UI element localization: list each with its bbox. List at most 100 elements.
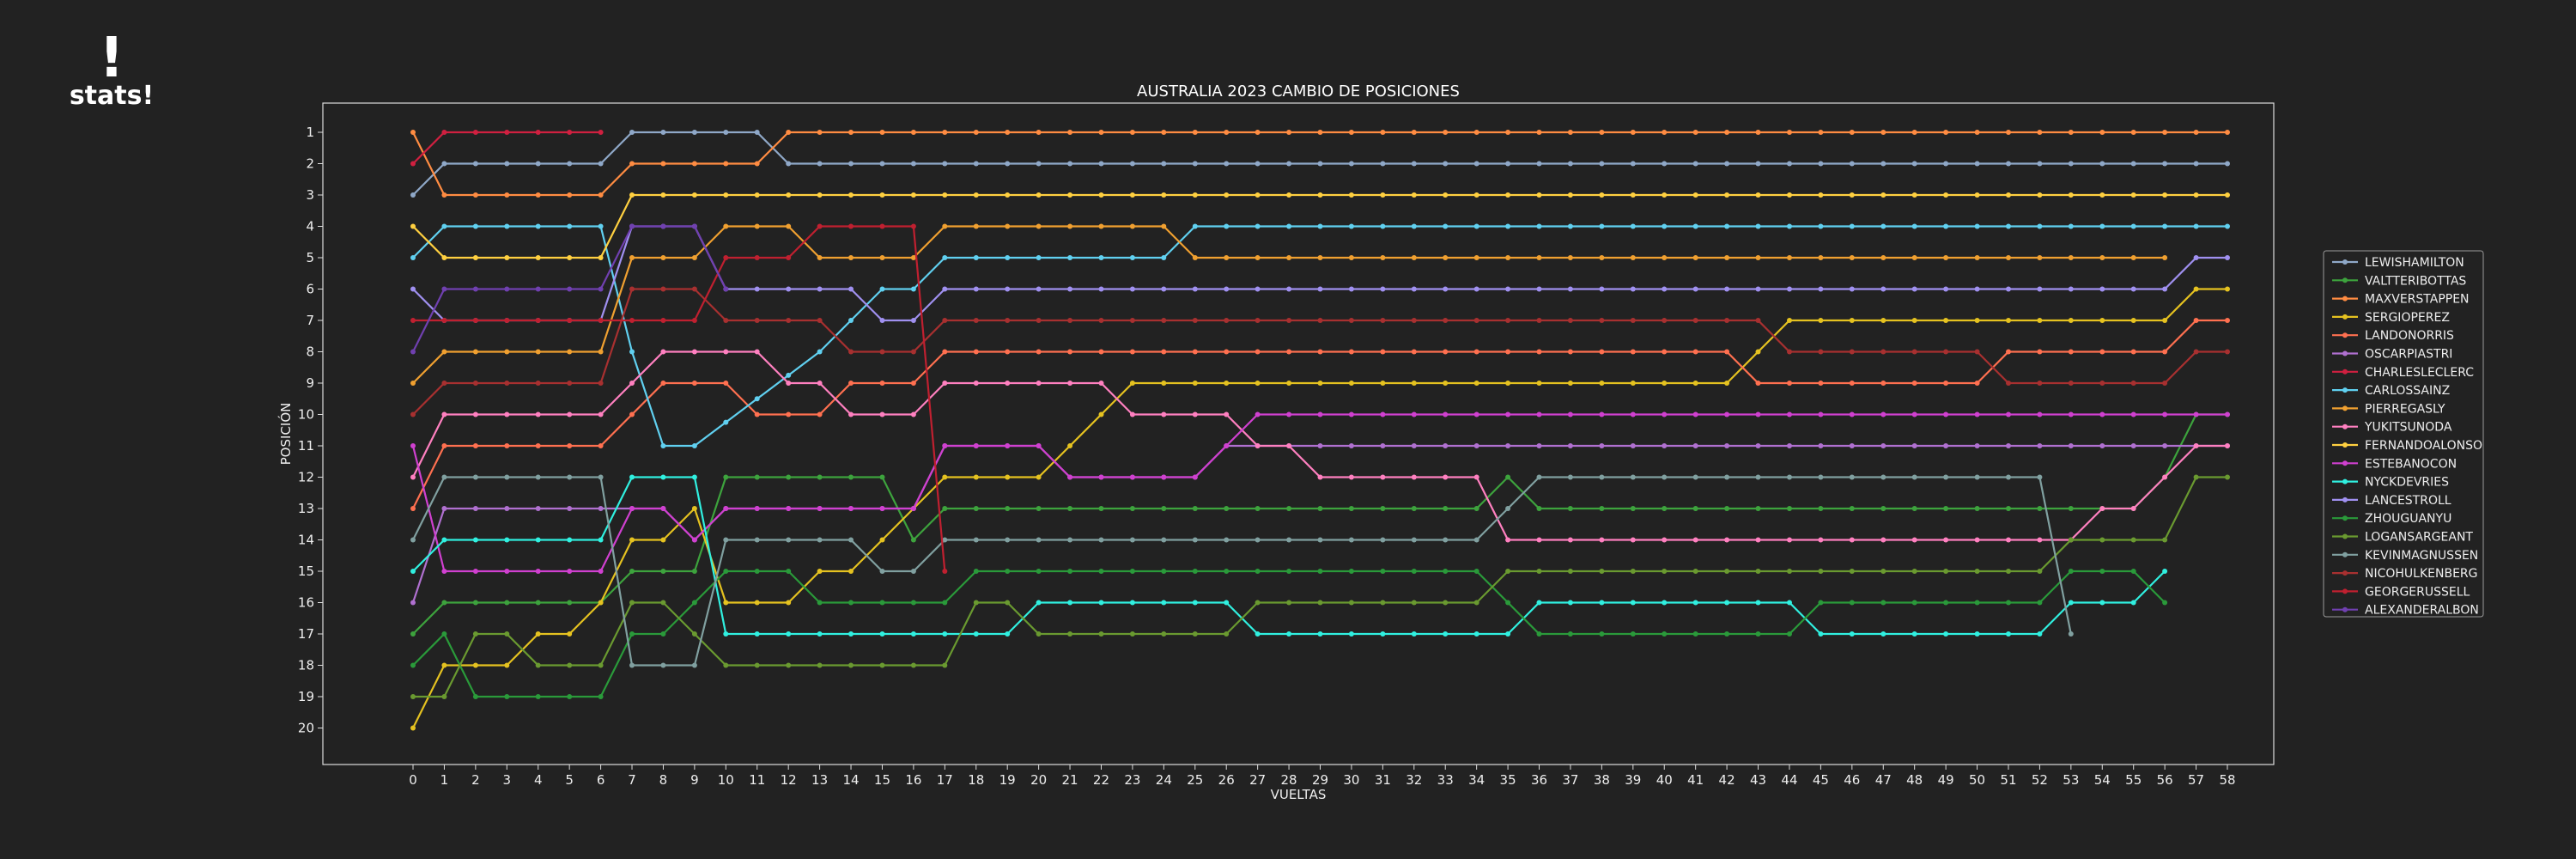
data-point (1818, 130, 1824, 135)
data-point (660, 506, 666, 511)
legend-marker (2342, 497, 2348, 503)
data-point (817, 318, 823, 323)
data-point (504, 474, 510, 480)
data-point (1974, 161, 1980, 167)
data-point (786, 192, 792, 198)
data-point (410, 223, 416, 229)
data-point (817, 161, 823, 167)
data-point (1192, 286, 1198, 292)
data-point (1943, 443, 1949, 448)
legend-marker (2342, 515, 2348, 521)
data-point (1255, 349, 1261, 355)
data-point (786, 372, 792, 378)
data-point (1724, 569, 1730, 574)
legend-marker (2342, 332, 2348, 338)
data-point (472, 411, 478, 417)
data-point (2037, 192, 2043, 198)
data-point (2162, 600, 2168, 606)
data-point (2162, 223, 2168, 229)
data-point (879, 286, 885, 292)
data-point (1161, 255, 1167, 260)
data-point (1630, 411, 1636, 417)
data-point (1129, 130, 1135, 135)
data-point (567, 349, 573, 355)
data-point (942, 631, 948, 637)
data-point (848, 223, 854, 229)
data-point (504, 286, 510, 292)
data-point (786, 255, 792, 260)
y-tick-label: 2 (306, 156, 314, 172)
data-point (410, 130, 416, 135)
data-point (1161, 318, 1167, 323)
data-point (1129, 569, 1135, 574)
data-point (1098, 381, 1104, 386)
data-point (660, 662, 666, 668)
data-point (1411, 349, 1417, 355)
data-point (973, 443, 979, 448)
data-point (754, 474, 760, 480)
brand-logo: ! stats! (60, 31, 163, 110)
data-point (879, 569, 885, 574)
data-point (879, 474, 885, 480)
x-tick-label: 48 (1906, 772, 1923, 788)
data-point (1880, 223, 1886, 229)
data-point (879, 161, 885, 167)
data-point (1473, 223, 1479, 229)
data-point (848, 255, 854, 260)
data-point (723, 130, 729, 135)
data-point (660, 537, 666, 543)
data-point (879, 192, 885, 198)
series-maxverstappen (410, 130, 2230, 198)
data-point (1599, 443, 1605, 448)
data-point (942, 569, 948, 574)
legend-marker (2342, 350, 2348, 356)
data-point (598, 506, 604, 511)
data-point (629, 474, 635, 480)
data-point (1724, 318, 1730, 323)
data-point (1443, 318, 1449, 323)
data-point (754, 192, 760, 198)
data-point (1787, 286, 1792, 292)
data-point (1787, 569, 1792, 574)
data-point (598, 474, 604, 480)
data-point (2068, 569, 2074, 574)
data-point (535, 600, 541, 606)
data-point (629, 537, 635, 543)
data-point (1818, 318, 1824, 323)
x-axis-ticks: 0 1 2 3 4 5 6 7 8 9 10 11 12 13 14 15 16 17 18 19 20 21 22 23 24… (409, 765, 2236, 788)
data-point (1724, 161, 1730, 167)
data-point (1286, 130, 1292, 135)
data-point (1036, 192, 1042, 198)
data-point (535, 631, 541, 637)
data-point (1974, 381, 1980, 386)
data-point (1505, 506, 1511, 511)
x-tick-label: 12 (781, 772, 797, 788)
data-point (848, 192, 854, 198)
data-point (1317, 286, 1323, 292)
data-point (660, 286, 666, 292)
data-point (817, 255, 823, 260)
x-tick-label: 14 (842, 772, 859, 788)
data-point (879, 318, 885, 323)
legend-marker (2342, 606, 2348, 612)
data-point (723, 631, 729, 637)
data-point (535, 411, 541, 417)
data-point (2225, 349, 2230, 355)
data-point (567, 286, 573, 292)
data-point (535, 286, 541, 292)
data-point (1505, 537, 1511, 543)
data-point (1224, 506, 1230, 511)
data-point (942, 381, 948, 386)
data-point (1411, 223, 1417, 229)
x-tick-label: 18 (968, 772, 984, 788)
data-point (1536, 130, 1542, 135)
data-point (629, 411, 635, 417)
data-point (2130, 161, 2136, 167)
data-point (2130, 318, 2136, 323)
data-point (1567, 443, 1573, 448)
data-point (1161, 631, 1167, 637)
data-point (1849, 411, 1855, 417)
data-point (629, 600, 635, 606)
data-point (1129, 506, 1135, 511)
data-point (786, 286, 792, 292)
